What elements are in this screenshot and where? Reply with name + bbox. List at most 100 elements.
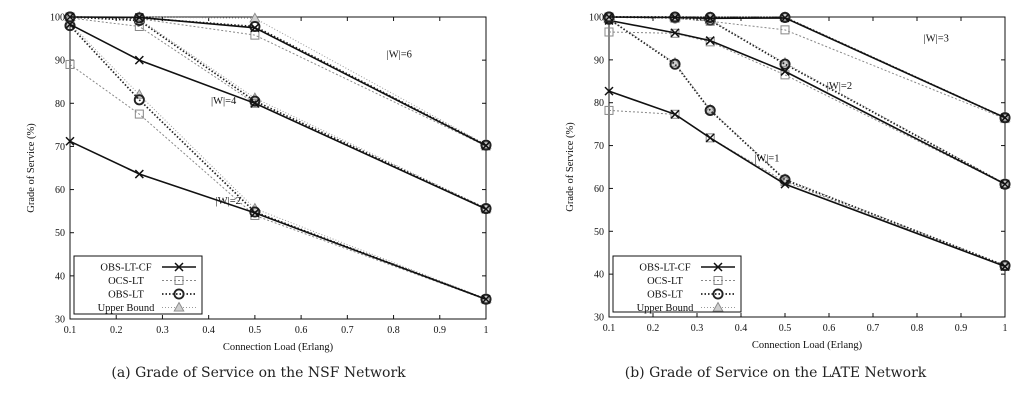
chart-b-point-obs-lt-cf [670,12,680,22]
chart-b-point-obs-lt [704,104,716,116]
chart-a-ytick-label: 80 [55,99,65,110]
chart-a-plot-frame [69,16,487,320]
chart-b-point-obs-lt-cf [705,133,715,143]
chart-b-ytick-label: 100 [589,13,604,24]
chart-b-legend-label: OBS-LT-CF [639,263,690,274]
chart-a-ytick-label: 30 [55,315,65,326]
chart-b-point-ocs-lt [705,133,715,143]
chart-b-xtick-label: 0.5 [779,323,792,334]
chart-b-point-obs-lt [999,112,1011,124]
chart-b-point-upper-bound [669,56,681,67]
chart-b-point-obs-lt-cf [780,13,790,23]
chart-b-line-upper-bound [608,18,1006,267]
chart-b-xtick-label: 0.8 [911,323,924,334]
chart-a-legend-swatch-marker [173,288,185,300]
chart-b-xtick-label: 0.9 [955,323,968,334]
chart-b-point-obs-lt [999,178,1011,190]
chart-a-point-obs-lt-cf [250,98,260,108]
chart-a-xtick-label: 0.2 [110,325,123,336]
chart-a-legend-swatch-marker [173,301,185,312]
chart-a-point-obs-lt [133,94,145,106]
chart-a-xtick-label: 0.4 [202,325,215,336]
chart-a-point-obs-lt-cf [481,204,491,214]
chart-b-svg: 0.1 0.2 0.3 0.4 0.5 0.6 0.7 0.8 0.9 1 30 40 50 60 70 80… [565,11,1011,351]
chart-b-line-obs-lt-cf [608,90,1006,268]
chart-b-point-ocs-lt [604,27,614,37]
chart-a-point-obs-lt [480,139,492,151]
chart-a-point-obs-lt [480,203,492,215]
chart-a-line-upper-bound [70,16,487,146]
chart-b-y-axis-title: Grade of Service (%) [565,122,576,212]
chart-a-ytick-label: 40 [55,271,65,282]
chart-b-point-ocs-lt [780,25,790,35]
chart-a-ytick-label: 100 [50,13,65,24]
chart-b-point-ocs-lt [670,109,680,119]
chart-a-point-ocs-lt [134,109,144,119]
chart-panel-b: 0.1 0.2 0.3 0.4 0.5 0.6 0.7 0.8 0.9 1 30 40 50 60 70 80… [517,0,1034,398]
chart-a-legend-label: OCS-LT [108,276,144,287]
chart-b-point-obs-lt [999,260,1011,272]
chart-a-line-ocs-lt [69,16,487,147]
chart-b-point-upper-bound [704,103,716,114]
chart-b-line-obs-lt-cf [608,19,1006,185]
chart-a-point-obs-lt [480,293,492,305]
chart-b-xtick-label: 0.4 [735,323,748,334]
chart-a-annotation: |W|=2 [216,196,241,207]
chart-a-xtick-label: 0.6 [295,325,308,336]
chart-b-caption: (b) Grade of Service on the LATE Network [624,365,927,381]
chart-b-ytick-label: 40 [594,270,604,281]
chart-b-legend-swatch-marker [712,288,724,300]
chart-a-legend: OBS-LT-CF OCS-LT OBS-LT Upper Bound [73,255,203,315]
chart-a-point-obs-lt-cf [65,12,75,22]
chart-a-legend-label: OBS-LT [108,290,144,301]
chart-b-legend-swatch-marker [713,276,723,285]
chart-a-xtick-label: 0.5 [249,325,262,336]
chart-b-series-ocs-lt-w2 [604,12,1010,124]
chart-a-point-upper-bound [249,12,261,23]
chart-a-series-ocs-lt-w2 [65,12,491,151]
chart-a-legend-label: Upper Bound [98,303,156,314]
chart-b-point-obs-lt-cf [1000,113,1010,123]
chart-b-point-obs-lt-cf [780,66,790,76]
chart-a-line-obs-lt-cf [69,16,487,147]
chart-a-ytick-label: 50 [55,228,65,239]
chart-b-point-obs-lt-cf [670,109,680,119]
chart-a-ytick-label: 70 [55,142,65,153]
chart-b-line-obs-lt [608,18,1006,267]
chart-a-xtick-label: 1 [484,325,489,336]
chart-a-xtick-label: 0.8 [387,325,400,336]
chart-a-series-obs-lt-cf-w1 [65,19,491,214]
chart-b-point-obs-lt [779,58,791,70]
chart-a-line-upper-bound [69,23,487,300]
chart-b-series-obs-lt-cf-w1 [604,15,1010,189]
chart-a-point-obs-lt-cf [134,55,144,65]
chart-a-point-obs-lt-cf [134,12,144,22]
chart-b-ytick-label: 70 [594,141,604,152]
chart-b-series-upper-bound-w0 [603,12,1011,270]
chart-a-legend-swatch-marker [174,276,184,285]
chart-b-point-obs-lt-cf [705,13,715,23]
chart-b-ytick-label: 80 [594,98,604,109]
chart-a-ytick-label: 60 [55,185,65,196]
chart-a-xtick-label: 0.7 [341,325,354,336]
chart-a-annotation: |W|=6 [387,50,412,61]
chart-a-line-obs-lt-cf [69,23,487,210]
chart-a-point-obs-lt-cf [250,208,260,218]
chart-a-line-obs-lt-cf [69,140,487,300]
chart-a-point-obs-lt [249,20,261,33]
chart-b-ytick-label: 30 [594,313,604,324]
chart-a-caption: (a) Grade of Service on the NSF Network [111,365,406,381]
chart-a-point-ocs-lt [250,30,260,40]
chart-b-legend-label: OCS-LT [647,276,683,287]
chart-b-series-obs-lt-w2 [603,11,1011,124]
chart-panel-a: 0.1 0.2 0.3 0.4 0.5 0.6 0.7 0.8 0.9 1 30 40 50 60 70 80… [26,11,492,381]
chart-b-point-obs-lt-cf [604,86,614,96]
chart-a-series-obs-lt-cf-w2 [65,12,491,151]
chart-b-xtick-label: 1 [1003,323,1008,334]
chart-b-series-ocs-lt-w1 [604,27,1010,189]
chart-b-point-obs-lt [669,58,681,70]
chart-a-point-obs-lt-cf [65,136,75,146]
chart-b-legend-swatch-marker [713,262,723,272]
chart-b-legend: OBS-LT-CF OCS-LT OBS-LT Upper Bound [612,255,742,314]
chart-a-x-axis-title: Connection Load (Erlang) [223,342,334,353]
